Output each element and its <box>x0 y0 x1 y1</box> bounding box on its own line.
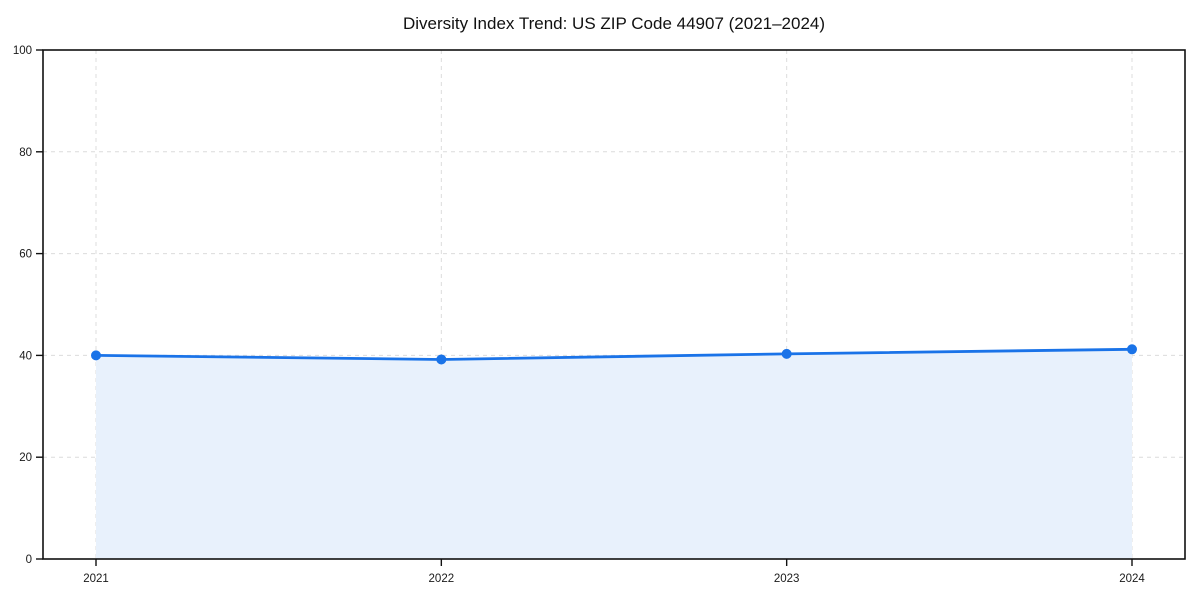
data-point <box>1127 344 1137 355</box>
y-tick-label: 100 <box>13 45 32 57</box>
axes-frame-layer <box>42 49 1186 560</box>
x-tick-label: 2022 <box>429 573 455 585</box>
x-tick-label: 2023 <box>774 573 800 585</box>
y-tick-label: 0 <box>26 554 32 566</box>
x-tick-label: 2024 <box>1119 573 1145 585</box>
area-fill <box>96 349 1132 559</box>
axes-frame <box>42 49 1186 560</box>
y-tick-label: 60 <box>19 249 32 261</box>
y-tick-label: 40 <box>19 350 32 362</box>
chart-title: Diversity Index Trend: US ZIP Code 44907… <box>403 14 825 33</box>
data-point <box>91 350 101 361</box>
data-point <box>781 348 792 359</box>
tick-layer: 0 20 40 60 80 100 2021 2022 2023 2024 <box>13 45 1146 585</box>
y-tick-label: 80 <box>19 147 32 159</box>
x-tick-label: 2021 <box>83 573 109 585</box>
trend-line <box>94 347 1134 361</box>
data-point <box>436 354 447 365</box>
series-layer <box>91 344 1137 559</box>
y-tick-label: 20 <box>19 452 32 464</box>
